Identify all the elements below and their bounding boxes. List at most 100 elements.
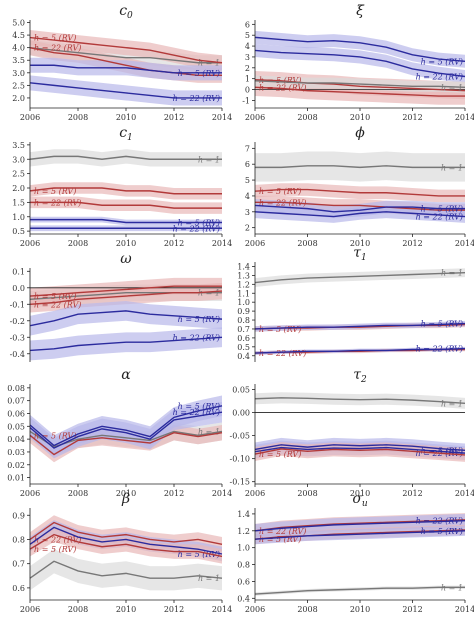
series-label: h = 5 (RV) — [421, 320, 463, 329]
x-tick-label: 2010 — [116, 489, 136, 498]
y-tick-label: 4.5 — [12, 31, 25, 40]
panel-title-subscript: 0 — [127, 11, 133, 21]
panel-title: c0 — [119, 3, 133, 21]
x-tick-label: 2008 — [297, 605, 317, 614]
y-tick-label: 0.00 — [232, 409, 250, 418]
x-tick-label: 2014 — [455, 605, 474, 614]
y-tick-label: 1.2 — [237, 527, 250, 536]
x-tick-label: 2008 — [68, 239, 88, 248]
series-line — [29, 36, 223, 64]
series-line — [29, 526, 223, 555]
y-tick-label: 0.0 — [12, 284, 25, 293]
series-line — [29, 187, 222, 195]
series-line — [254, 79, 466, 92]
series-label: h = 5 (RV) — [178, 69, 220, 78]
x-tick-label: 2006 — [20, 239, 40, 248]
series-label: h = 22 (RV) — [34, 198, 81, 207]
x-tick-label: 2010 — [116, 239, 136, 248]
x-tick-label: 2006 — [245, 489, 265, 498]
y-tick-label: 4.0 — [12, 44, 25, 53]
series-line — [29, 155, 222, 160]
panel-omega: ωh = 1h = 5 (RV)h = 22 (RV)h = 5 (RV)h =… — [10, 251, 223, 362]
y-tick-label: 0.05 — [7, 422, 25, 431]
y-tick-label: 0.5 — [12, 227, 25, 236]
y-tick-label: 0.5 — [237, 343, 250, 352]
x-tick-label: 2010 — [350, 489, 370, 498]
x-tick-label: 2014 — [455, 239, 474, 248]
confidence-band — [30, 549, 222, 591]
series-line — [254, 530, 466, 540]
panel-tau2: τ2h = 1h = 5 (RV)h = 22 (RV)h = 5 (RV)-0… — [229, 367, 474, 498]
y-tick-label: 5 — [245, 176, 250, 185]
x-tick-label: 2014 — [212, 239, 232, 248]
panel-title: β — [121, 491, 130, 507]
y-tick-label: 0.04 — [7, 435, 25, 444]
y-tick-label: 0.05 — [232, 386, 250, 395]
y-tick-label: 1.0 — [12, 213, 25, 222]
series-label: h = 1 — [198, 59, 220, 68]
series-line — [29, 533, 223, 558]
x-tick-label: 2008 — [68, 489, 88, 498]
x-tick-label: 2010 — [350, 605, 370, 614]
series-label: h = 22 (RV) — [34, 535, 81, 544]
panel-phi: ϕh = 1h = 5 (RV)h = 22 (RV)h = 5 (RV)h =… — [245, 125, 474, 248]
y-tick-label: 5.0 — [12, 19, 25, 28]
y-tick-label: 0.06 — [7, 409, 25, 418]
series-line — [254, 322, 466, 330]
y-tick-label: 0.8 — [12, 535, 25, 544]
y-tick-label: 0.07 — [7, 397, 25, 406]
panel-alpha: αh = 1h = 5 (RV)h = 5 (RV)h = 22 (RV)0.0… — [7, 367, 232, 498]
x-tick-label: 2006 — [245, 113, 265, 122]
x-tick-label: 2014 — [455, 489, 474, 498]
confidence-band — [30, 57, 222, 81]
panel-c0: c0h = 1h = 5 (RV)h = 22 (RV)h = 5 (RV)h … — [12, 3, 232, 122]
x-tick-label: 2012 — [164, 239, 184, 248]
x-tick-label: 2014 — [212, 489, 232, 498]
x-tick-label: 2006 — [245, 605, 265, 614]
y-tick-label: 6 — [245, 20, 250, 29]
panel-title: α — [121, 367, 131, 383]
series-label: h = 22 (RV) — [173, 408, 220, 417]
y-tick-label: 1.0 — [237, 544, 250, 553]
series-line — [254, 347, 466, 354]
x-tick-label: 2014 — [212, 113, 232, 122]
y-tick-label: 0.9 — [237, 307, 250, 316]
y-tick-label: 3 — [245, 208, 250, 217]
y-tick-label: 2.0 — [12, 94, 25, 103]
x-tick-label: 2008 — [68, 605, 88, 614]
series-label: h = 1 — [441, 399, 463, 408]
y-tick-label: 0.8 — [237, 561, 250, 570]
series-line — [30, 218, 222, 224]
x-tick-label: 2012 — [164, 113, 184, 122]
series-label: h = 1 — [198, 574, 220, 583]
series-line — [29, 310, 223, 327]
series-label: h = 22 (RV) — [259, 83, 306, 92]
series-label: h = 5 (RV) — [178, 315, 220, 324]
y-tick-label: 1.3 — [237, 271, 250, 280]
series-label: h = 22 (RV) — [416, 72, 463, 81]
series-line — [254, 519, 466, 532]
series-line — [254, 446, 466, 454]
series-line — [254, 448, 466, 456]
series-label: h = 5 (RV) — [259, 187, 301, 196]
y-tick-label: 0.6 — [237, 577, 250, 586]
series-label: h = 1 — [198, 289, 220, 298]
series-line — [29, 46, 222, 77]
series-label: h = 5 (RV) — [178, 550, 220, 559]
series-line — [29, 82, 222, 99]
series-label: h = 5 (RV) — [421, 205, 463, 214]
y-tick-label: 1.2 — [237, 280, 250, 289]
x-tick-label: 2012 — [402, 239, 422, 248]
series-line — [254, 211, 466, 218]
y-tick-label: 6 — [245, 160, 250, 169]
series-line — [254, 80, 466, 89]
y-tick-label: 0.6 — [237, 334, 250, 343]
y-tick-label: 0.4 — [237, 594, 250, 603]
y-tick-label: 0.03 — [7, 448, 25, 457]
y-tick-label: 0.6 — [12, 584, 25, 593]
panel-title: ω — [120, 251, 132, 267]
panel-sigma_u: σuh = 22 (RV)h = 22 (RV)h = 5 (RV)h = 5 … — [237, 491, 474, 614]
series-line — [255, 165, 465, 169]
panel-title: ϕ — [355, 125, 365, 141]
x-tick-label: 2008 — [68, 113, 88, 122]
